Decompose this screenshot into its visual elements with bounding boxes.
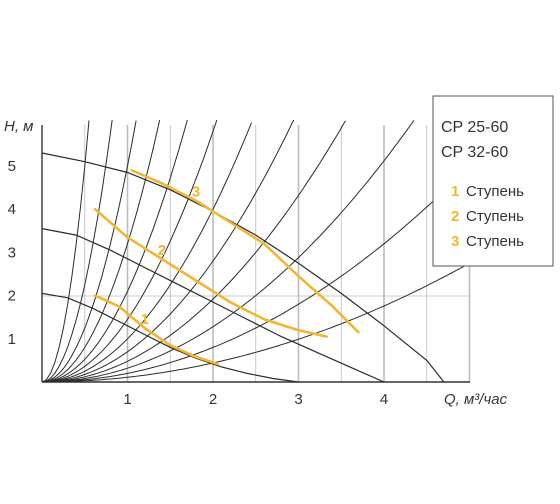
system-curve <box>42 120 415 382</box>
legend-model-2: CP 32-60 <box>441 144 508 161</box>
system-curve <box>42 120 346 382</box>
curve-label-2: 2 <box>158 242 166 259</box>
legend-item-2-number: 2 <box>451 208 459 225</box>
system-curve <box>42 148 487 382</box>
x-tick-label: 3 <box>294 391 302 408</box>
pump-curve-2 <box>41 228 385 383</box>
legend: CP 25-60 CP 32-60 1 Ступень 2 Ступень 3 … <box>432 95 554 267</box>
legend-item-1-text: Ступень <box>466 183 524 200</box>
highlighted-operating-ranges <box>93 169 360 366</box>
system-curve <box>42 120 188 382</box>
operating-range-3 <box>130 169 360 334</box>
system-curve <box>42 253 487 382</box>
operating-range-2 <box>93 207 328 338</box>
system-curve <box>42 120 295 382</box>
x-tick-label: 1 <box>123 391 131 408</box>
system-curve <box>42 120 113 382</box>
y-tick-label: 3 <box>8 244 16 261</box>
system-curve <box>42 122 252 382</box>
system-curve <box>42 120 137 382</box>
system-resistance-curves <box>42 120 487 382</box>
x-tick-label: 4 <box>380 391 388 408</box>
system-curve <box>42 120 161 382</box>
tick-labels: 1 2 3 4 1 2 3 4 5 <box>8 158 389 408</box>
y-tick-label: 1 <box>8 331 16 348</box>
curve-label-1: 1 <box>141 311 149 328</box>
operating-range-1 <box>93 294 219 366</box>
axes <box>41 125 470 383</box>
legend-item-3-text: Ступень <box>466 233 524 250</box>
y-tick-label: 2 <box>8 288 16 305</box>
y-tick-label: 4 <box>8 201 16 218</box>
pump-curves <box>41 152 445 383</box>
curve-number-labels: 1 2 3 <box>141 184 201 328</box>
legend-item-1-number: 1 <box>451 183 459 200</box>
legend-item-2-text: Ступень <box>466 208 524 225</box>
pump-curve-1 <box>41 292 299 383</box>
x-axis-title: Q, м³/час <box>444 391 508 408</box>
system-curve <box>42 120 90 382</box>
legend-box <box>432 95 554 267</box>
curve-label-3: 3 <box>192 184 200 201</box>
x-tick-label: 2 <box>209 391 217 408</box>
y-tick-label: 5 <box>8 158 16 175</box>
legend-item-3-number: 3 <box>451 233 459 250</box>
legend-model-1: CP 25-60 <box>441 119 508 136</box>
y-axis-title: H, м <box>4 118 33 135</box>
pump-curve-3 <box>41 152 445 383</box>
